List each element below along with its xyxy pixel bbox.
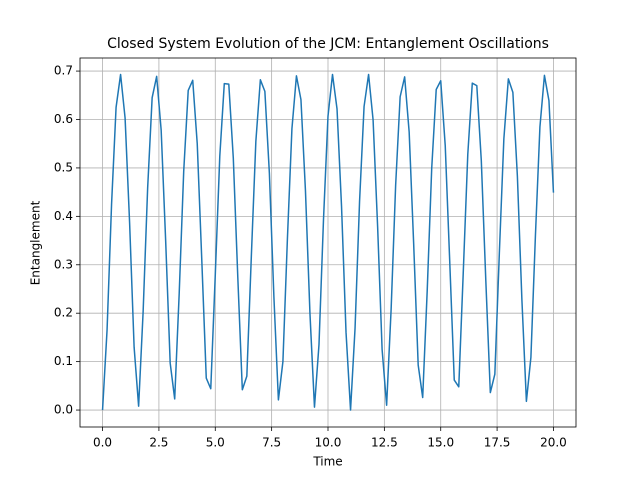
x-tick-label: 12.5 [371,436,398,450]
y-axis-label: Entanglement [29,200,43,285]
x-tick-label: 5.0 [206,436,225,450]
y-tick-label: 0.7 [54,64,73,78]
y-tick-label: 0.1 [54,354,73,368]
x-tick-label: 0.0 [93,436,112,450]
y-tick-label: 0.6 [54,112,73,126]
x-tick-label: 15.0 [427,436,454,450]
y-tick-label: 0.3 [54,257,73,271]
y-tick-label: 0.0 [54,403,73,417]
y-tick-label: 0.4 [54,209,73,223]
x-axis-label: Time [312,455,342,469]
y-tick-label: 0.5 [54,160,73,174]
y-tick-label: 0.2 [54,306,73,320]
data-line [101,73,555,411]
plot-frame [79,57,577,428]
chart-title: Closed System Evolution of the JCM: Enta… [107,36,549,52]
x-tick-label: 2.5 [149,436,168,450]
x-tick-label: 17.5 [484,436,511,450]
x-tick-label: 20.0 [540,436,567,450]
x-tick-label: 10.0 [315,436,342,450]
x-tick-label: 7.5 [262,436,281,450]
